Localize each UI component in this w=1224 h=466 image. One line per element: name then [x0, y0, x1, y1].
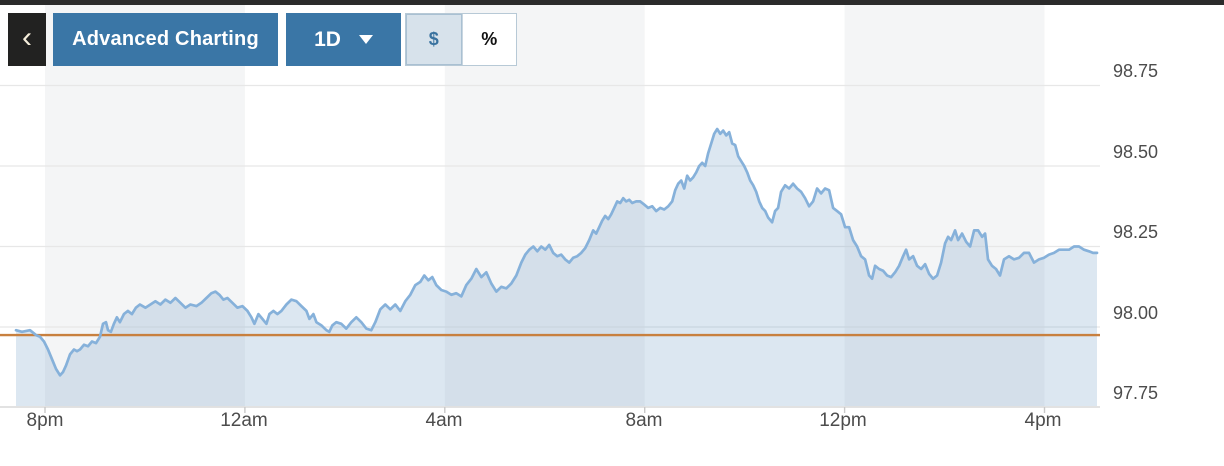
- x-axis-label: 12pm: [819, 410, 867, 431]
- dollar-toggle-button[interactable]: $: [406, 14, 462, 65]
- time-range-dropdown[interactable]: 1D: [286, 13, 401, 66]
- x-axis-label: 4pm: [1024, 410, 1062, 431]
- x-axis-label: 12am: [220, 410, 268, 431]
- top-divider-bar: [0, 0, 1224, 5]
- y-axis-label: 97.75: [1113, 383, 1159, 403]
- back-button[interactable]: ‹: [8, 13, 46, 66]
- dollar-toggle-label: $: [428, 29, 439, 49]
- percent-toggle-label: %: [481, 29, 498, 49]
- y-axis-label: 98.75: [1113, 61, 1159, 81]
- y-axis-label: 98.00: [1113, 303, 1159, 323]
- x-axis-label: 4am: [425, 410, 463, 431]
- advanced-charting-button[interactable]: Advanced Charting: [53, 13, 278, 66]
- x-axis-label: 8pm: [26, 410, 64, 431]
- advanced-charting-label: Advanced Charting: [72, 28, 259, 50]
- percent-toggle-button[interactable]: %: [461, 14, 516, 65]
- chevron-down-icon: [358, 35, 373, 44]
- x-axis-label: 8am: [625, 410, 663, 431]
- y-axis-label: 98.25: [1113, 222, 1159, 242]
- y-axis-label: 98.50: [1113, 142, 1159, 162]
- back-chevron-icon: ‹: [22, 20, 32, 54]
- time-range-selected-label: 1D: [314, 27, 341, 51]
- unit-toggle: $ %: [405, 13, 517, 66]
